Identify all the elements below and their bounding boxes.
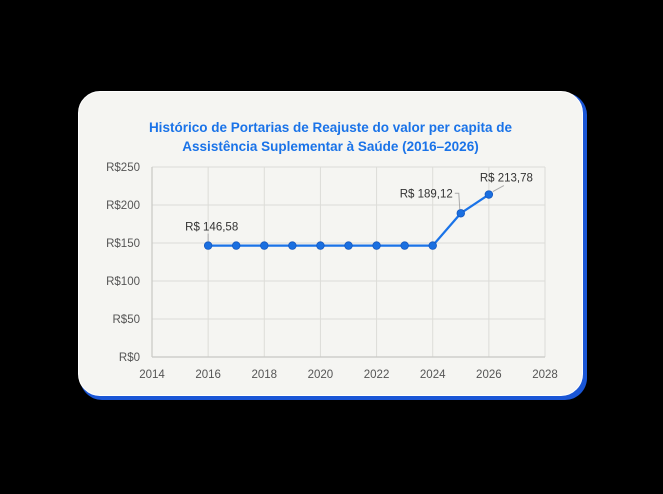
data-point xyxy=(232,241,241,250)
data-point xyxy=(456,209,465,218)
annotation-leader xyxy=(492,185,505,192)
chart-title-line1: Histórico de Portarias de Reajuste do va… xyxy=(148,120,513,135)
y-tick-label: R$250 xyxy=(106,162,140,174)
x-tick-label: 2028 xyxy=(532,369,558,381)
y-tick-label: R$0 xyxy=(119,352,140,364)
y-tick-label: R$150 xyxy=(106,238,140,250)
chart-title-line2: Assistência Suplementar à Saúde (2016–20… xyxy=(182,139,479,154)
annotation-leader xyxy=(454,192,461,210)
x-tick-label: 2016 xyxy=(195,369,221,381)
series-line xyxy=(208,193,490,247)
data-point xyxy=(372,241,381,250)
x-tick-label: 2018 xyxy=(251,369,277,381)
data-point xyxy=(484,190,494,199)
annotation-label: R$ 189,12 xyxy=(400,188,453,200)
x-tick-label: 2022 xyxy=(364,369,390,381)
x-tick-label: 2026 xyxy=(476,369,502,381)
data-point xyxy=(400,241,409,250)
y-tick-label: R$200 xyxy=(106,200,140,212)
data-point xyxy=(428,241,437,250)
y-tick-label: R$100 xyxy=(106,276,140,288)
x-tick-label: 2014 xyxy=(139,369,165,381)
y-tick-label: R$50 xyxy=(113,314,141,326)
data-point xyxy=(260,241,269,250)
data-point xyxy=(344,241,353,250)
x-tick-label: 2024 xyxy=(420,369,446,381)
x-tick-label: 2020 xyxy=(308,369,334,381)
data-point xyxy=(316,241,325,250)
data-point xyxy=(203,241,213,250)
annotation-label: R$ 146,58 xyxy=(185,222,238,234)
data-point xyxy=(288,241,297,250)
chart-title: Histórico de Portarias de Reajuste do va… xyxy=(79,118,582,156)
annotation-label: R$ 213,78 xyxy=(480,173,533,185)
